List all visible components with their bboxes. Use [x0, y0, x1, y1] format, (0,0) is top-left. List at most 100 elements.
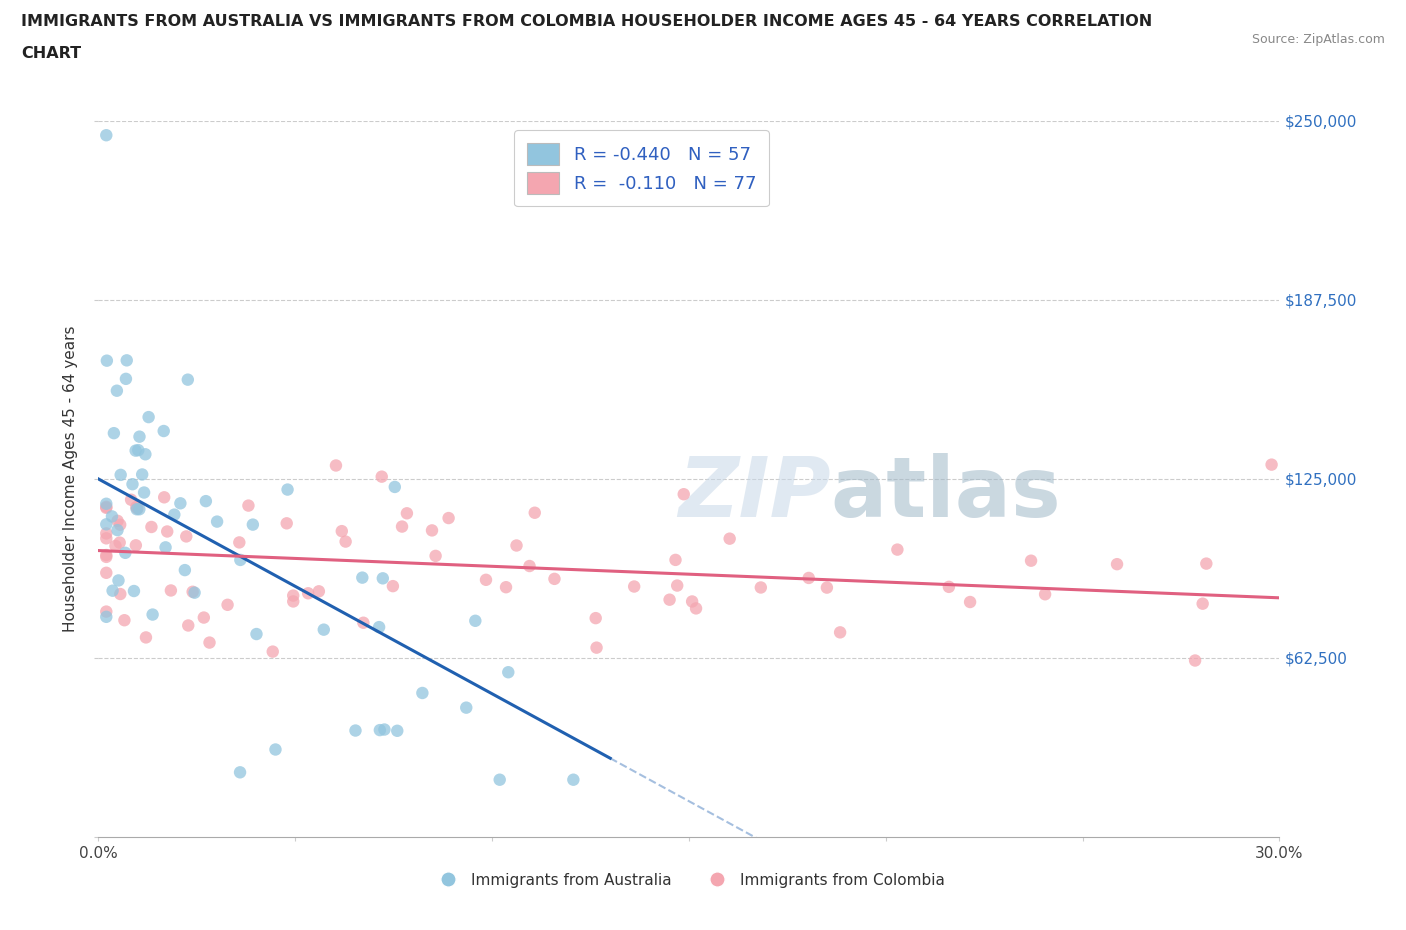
Point: [283, 594, 305, 609]
Point: [325, 458, 347, 473]
Point: [664, 552, 686, 567]
Point: [142, 607, 165, 622]
Point: [262, 644, 284, 659]
Point: [108, 517, 131, 532]
Point: [1191, 596, 1213, 611]
Point: [160, 583, 183, 598]
Point: [276, 516, 298, 531]
Point: [152, 423, 174, 438]
Point: [96, 531, 118, 546]
Point: [110, 587, 132, 602]
Point: [384, 480, 406, 495]
Point: [335, 534, 357, 549]
Point: [420, 523, 443, 538]
Point: [229, 552, 252, 567]
Point: [125, 538, 148, 552]
Point: [623, 579, 645, 594]
Point: [96, 517, 118, 532]
Point: [96, 499, 118, 514]
Point: [411, 685, 433, 700]
Point: [543, 571, 565, 586]
Point: [395, 506, 418, 521]
Point: [959, 594, 981, 609]
Point: [141, 520, 163, 535]
Point: [96, 127, 118, 142]
Point: [125, 499, 148, 514]
Point: [177, 618, 200, 633]
Point: [886, 542, 908, 557]
Point: [264, 742, 287, 757]
Point: [115, 352, 138, 367]
Point: [174, 529, 197, 544]
Point: [177, 372, 200, 387]
Point: [815, 580, 838, 595]
Point: [519, 559, 541, 574]
Legend: Immigrants from Australia, Immigrants from Colombia: Immigrants from Australia, Immigrants fr…: [426, 867, 952, 894]
Point: [173, 563, 195, 578]
Point: [229, 764, 252, 779]
Point: [96, 548, 118, 563]
Point: [107, 573, 129, 588]
Point: [381, 578, 404, 593]
Point: [425, 549, 447, 564]
Point: [330, 524, 353, 538]
Point: [96, 565, 118, 580]
Point: [666, 578, 689, 593]
Point: [368, 723, 391, 737]
Text: CHART: CHART: [21, 46, 82, 61]
Point: [193, 610, 215, 625]
Point: [114, 545, 136, 560]
Point: [122, 584, 145, 599]
Point: [387, 724, 409, 738]
Point: [1105, 557, 1128, 572]
Point: [505, 538, 527, 553]
Point: [283, 588, 305, 603]
Point: [749, 580, 772, 595]
Point: [138, 409, 160, 424]
Point: [830, 625, 852, 640]
Point: [495, 579, 517, 594]
Point: [169, 496, 191, 511]
Point: [585, 611, 607, 626]
Point: [183, 585, 205, 600]
Point: [456, 700, 478, 715]
Point: [488, 772, 510, 787]
Text: ZIP: ZIP: [678, 453, 831, 534]
Point: [1260, 458, 1282, 472]
Point: [96, 353, 118, 368]
Point: [96, 497, 118, 512]
Point: [217, 597, 239, 612]
Point: [681, 594, 703, 609]
Point: [96, 550, 118, 565]
Point: [134, 446, 156, 461]
Point: [562, 772, 585, 787]
Point: [475, 572, 498, 587]
Point: [523, 505, 546, 520]
Point: [371, 470, 394, 485]
Point: [312, 622, 335, 637]
Point: [297, 586, 319, 601]
Point: [107, 513, 129, 528]
Point: [277, 482, 299, 497]
Point: [135, 630, 157, 644]
Point: [108, 535, 131, 550]
Point: [105, 383, 128, 398]
Point: [245, 627, 267, 642]
Point: [181, 584, 204, 599]
Point: [585, 640, 607, 655]
Point: [101, 583, 124, 598]
Point: [96, 500, 118, 515]
Point: [112, 613, 135, 628]
Point: [163, 507, 186, 522]
Point: [437, 511, 460, 525]
Point: [121, 477, 143, 492]
Point: [115, 371, 138, 386]
Point: [1033, 587, 1056, 602]
Point: [128, 430, 150, 445]
Point: [205, 514, 228, 529]
Point: [1184, 653, 1206, 668]
Point: [308, 584, 330, 599]
Text: atlas: atlas: [831, 453, 1062, 534]
Point: [498, 665, 520, 680]
Point: [104, 538, 127, 553]
